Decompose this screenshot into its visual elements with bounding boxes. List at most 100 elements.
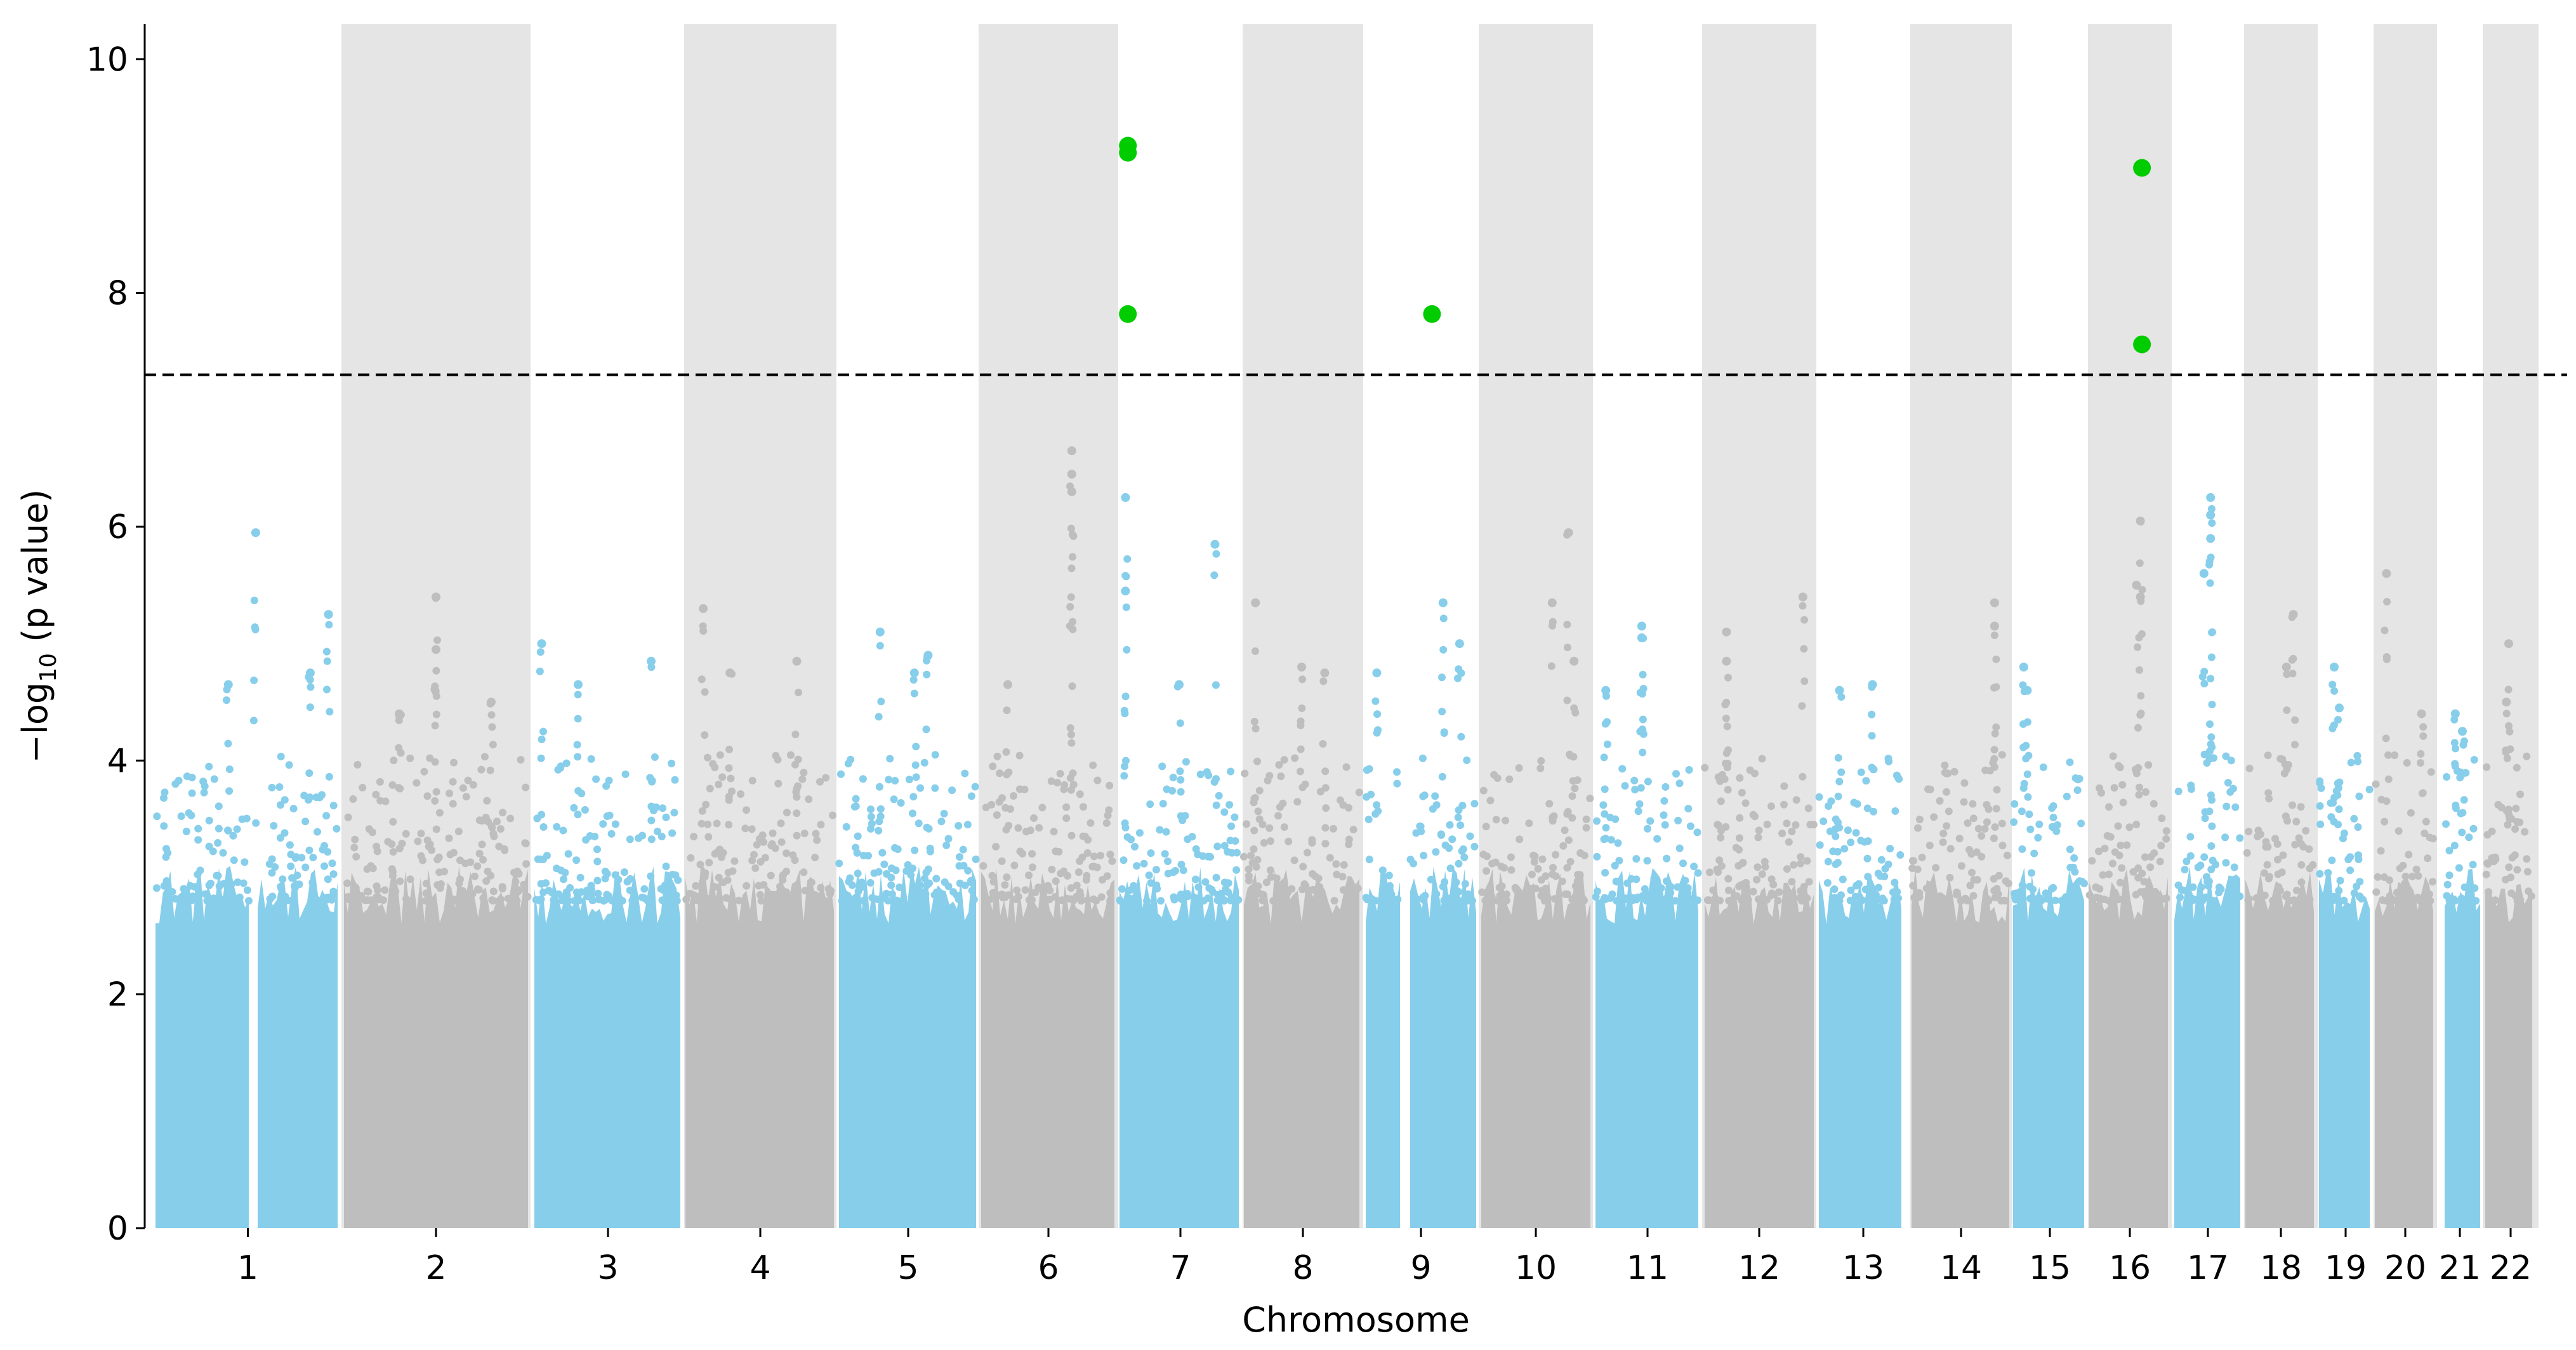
chromosome-points-bulk-6 (981, 868, 1114, 1228)
x-tick-label-13: 13 (1842, 1249, 1884, 1287)
x-tick-label-2: 2 (425, 1249, 446, 1287)
peak-point-chr12 (1798, 592, 1807, 602)
peak-point-chr6 (1067, 446, 1076, 456)
peak-point-chr3 (574, 680, 583, 689)
significant-point-chr16-5 (2133, 335, 2151, 354)
peak-point-chr8 (1320, 668, 1330, 678)
x-tick-label-18: 18 (2260, 1249, 2302, 1287)
peak-point-chr19 (2330, 663, 2339, 672)
peak-point-chr12 (1722, 656, 1731, 666)
y-axis: 0 2 4 6 8 10 (86, 24, 146, 1248)
y-tick-label: 2 (107, 976, 128, 1014)
peak-point-chr9 (1372, 668, 1382, 678)
peak-point-chr1 (251, 528, 260, 538)
chromosome-points-bulk-1 (258, 866, 338, 1228)
peak-point-chr10 (1569, 656, 1579, 666)
peak-point-chr15 (2019, 663, 2028, 672)
chromosome-points-bulk-1 (155, 866, 249, 1228)
chromosome-points-bulk-13 (1819, 877, 1901, 1228)
peak-point-chr4 (792, 656, 802, 666)
chromosome-points-bulk-20 (2375, 874, 2433, 1228)
peak-point-chr6 (1003, 680, 1012, 689)
chromosome-points-bulk-5 (839, 866, 976, 1228)
x-tick-label-5: 5 (897, 1249, 918, 1287)
peak-point-chr7 (1121, 493, 1130, 502)
x-tick-label-11: 11 (1627, 1249, 1668, 1287)
chromosome-points-bulk-12 (1705, 877, 1814, 1228)
chromosome-points-17 (2174, 493, 2244, 1228)
peak-point-chr9 (1438, 598, 1448, 607)
x-tick-label-7: 7 (1170, 1249, 1191, 1287)
chromosome-points-bulk-10 (1481, 869, 1590, 1228)
chromosome-points-22 (2482, 639, 2535, 1228)
chromosome-points-18 (2243, 610, 2317, 1228)
peak-point-chr14 (1990, 598, 1999, 607)
data-points (152, 446, 2535, 1228)
peak-point-chr4 (699, 604, 708, 613)
peak-point-chr11 (1601, 685, 1611, 695)
chromosome-points-9 (1362, 598, 1479, 1228)
chromosome-points-bulk-22 (2485, 883, 2532, 1228)
chromosome-points-14 (1908, 598, 2012, 1228)
chromosome-points-bulk-4 (685, 866, 834, 1228)
peak-point-chr22 (2504, 639, 2513, 649)
peak-point-chr17 (2206, 493, 2216, 502)
peak-point-chr3 (647, 656, 656, 666)
chromosome-points-bulk-15 (2013, 867, 2084, 1228)
chromosome-points-11 (1592, 621, 1702, 1228)
peak-point-chr16 (2132, 581, 2141, 590)
x-tick-label-10: 10 (1515, 1249, 1557, 1287)
peak-point-chr3 (537, 639, 546, 649)
chromosome-points-21 (2442, 709, 2480, 1228)
chromosome-points-15 (2010, 663, 2088, 1228)
y-tick-label: 8 (107, 275, 128, 313)
chromosome-points-5 (835, 627, 980, 1228)
peak-point-chr20 (2382, 569, 2391, 578)
x-axis-title: Chromosome (1242, 1300, 1470, 1340)
peak-point-chr11 (1637, 621, 1646, 631)
x-tick-label-6: 6 (1038, 1249, 1059, 1287)
peak-point-chr6 (1067, 470, 1076, 479)
chromosome-points-20 (2372, 569, 2437, 1228)
peak-point-chr18 (2282, 663, 2291, 672)
x-axis: 1 2 3 4 5 6 7 8 9 10 11 12 13 14 15 16 17 18 19 20 21 22 (237, 1228, 2532, 1287)
significant-hits (1119, 136, 2151, 354)
x-tick-label-9: 9 (1410, 1249, 1431, 1287)
chromosome-points-10 (1478, 528, 1594, 1228)
peak-point-chr5 (909, 668, 919, 678)
chromosome-points-bulk-19 (2319, 870, 2370, 1228)
chromosome-points-16 (2085, 516, 2170, 1228)
peak-point-chr17 (2206, 534, 2216, 543)
chromosome-points-13 (1815, 680, 1905, 1228)
chromosome-points-bulk-18 (2245, 871, 2314, 1228)
chromosome-points-bulk-21 (2445, 869, 2480, 1228)
significant-point-chr7-2 (1119, 305, 1137, 323)
x-tick-label-15: 15 (2029, 1249, 2071, 1287)
chromosome-points-bulk-2 (344, 866, 528, 1228)
x-tick-label-1: 1 (237, 1249, 258, 1287)
peak-point-chr19 (2335, 703, 2344, 713)
y-axis-title-subscript: 10 (36, 653, 62, 682)
peak-point-chr22 (2502, 698, 2511, 707)
y-axis-title-main: −log (15, 682, 55, 764)
x-tick-label-12: 12 (1738, 1249, 1780, 1287)
peak-point-chr8 (1297, 663, 1306, 672)
chromosome-points-bulk-9 (1410, 867, 1476, 1228)
chromosome-points-2 (343, 592, 532, 1228)
x-tick-label-21: 21 (2439, 1249, 2481, 1287)
peak-point-chr21 (2458, 727, 2467, 736)
x-tick-label-19: 19 (2325, 1249, 2367, 1287)
peak-point-chr17 (2206, 510, 2216, 520)
chromosome-points-4 (682, 604, 836, 1228)
chromosome-points-bulk-14 (1912, 868, 2009, 1228)
chromosome-points-19 (2316, 663, 2374, 1228)
x-tick-label-4: 4 (750, 1249, 770, 1287)
chromosome-points-bulk-8 (1244, 869, 1359, 1228)
peak-point-chr14 (1990, 621, 1999, 631)
x-tick-label-14: 14 (1940, 1249, 1982, 1287)
peak-point-chr6 (1067, 487, 1076, 496)
x-tick-label-8: 8 (1292, 1249, 1313, 1287)
peak-point-chr10 (1547, 598, 1557, 607)
peak-point-chr21 (2450, 709, 2460, 718)
